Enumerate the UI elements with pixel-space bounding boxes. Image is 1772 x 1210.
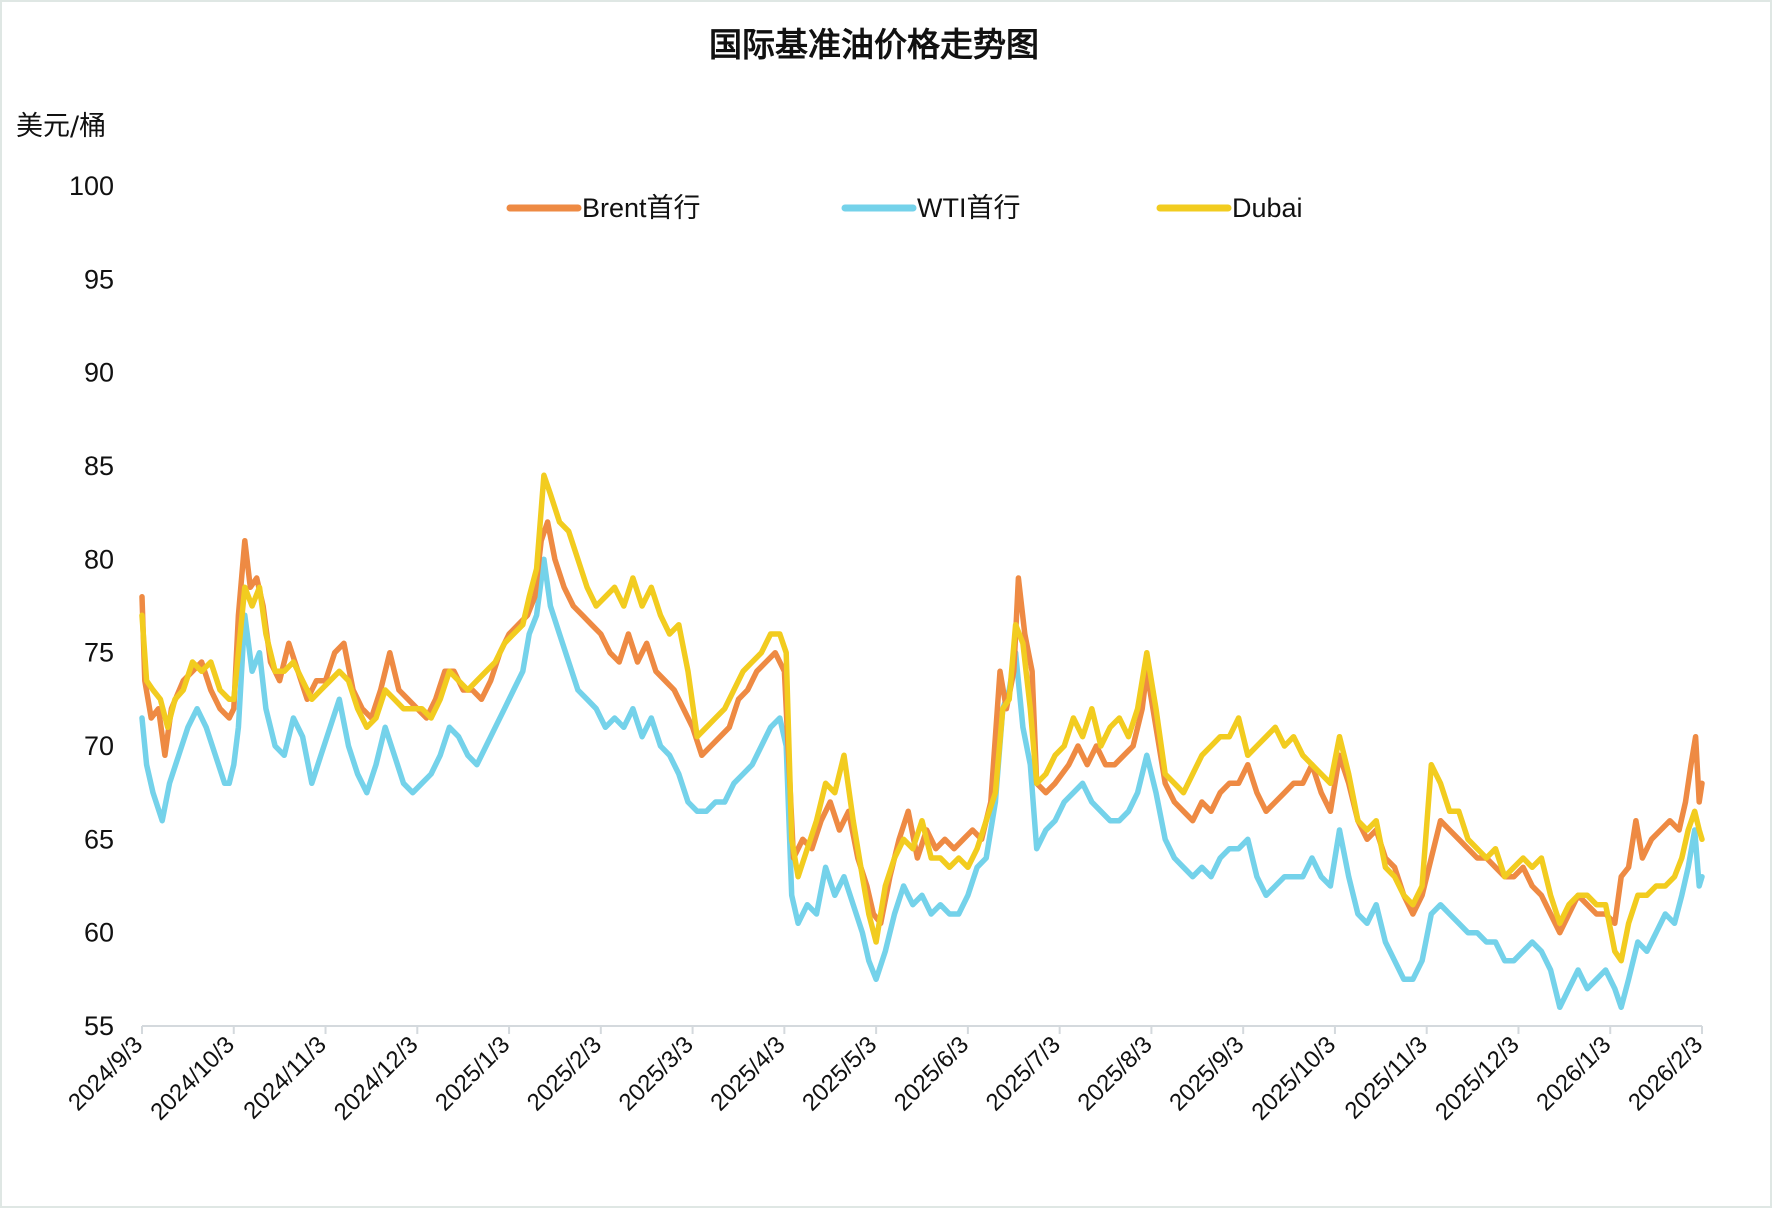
legend-label-1: WTI首行 — [917, 193, 1020, 223]
series-line-0 — [139, 519, 1705, 936]
x-tick-label: 2024/10/3 — [145, 1031, 240, 1126]
y-tick-label: 95 — [84, 264, 114, 294]
legend-label-2: Dubai — [1232, 193, 1303, 223]
y-axis-unit-label: 美元/桶 — [16, 111, 106, 142]
y-tick-label: 90 — [84, 358, 114, 388]
x-tick-label: 2025/3/3 — [614, 1031, 699, 1116]
x-tick-label: 2025/12/3 — [1430, 1031, 1525, 1126]
y-tick-label: 60 — [84, 918, 114, 948]
legend: Brent首行 WTI首行 Dubai — [506, 193, 1303, 223]
x-tick-label: 2025/8/3 — [1073, 1031, 1158, 1116]
x-tick-label: 2025/6/3 — [889, 1031, 974, 1116]
x-tick-label: 2025/10/3 — [1247, 1031, 1342, 1126]
x-tick-label: 2024/11/3 — [238, 1031, 331, 1124]
x-tick-label: 2025/2/3 — [522, 1031, 607, 1116]
legend-label-0: Brent首行 — [582, 193, 701, 223]
y-tick-label: 80 — [84, 544, 114, 574]
x-tick-label: 2025/4/3 — [705, 1031, 790, 1116]
x-tick-label: 2025/11/3 — [1340, 1031, 1433, 1124]
x-tick-label: 2026/2/3 — [1623, 1031, 1708, 1116]
x-tick-label: 2024/12/3 — [329, 1031, 424, 1126]
y-tick-label: 65 — [84, 824, 114, 854]
y-tick-label: 85 — [84, 451, 114, 481]
series-line-1 — [139, 556, 1705, 1011]
x-tick-label: 2025/5/3 — [797, 1031, 882, 1116]
x-tick-label: 2024/9/3 — [63, 1031, 148, 1116]
y-axis-ticks: 55 60 65 70 75 80 85 90 95 100 — [69, 171, 114, 1041]
y-tick-label: 70 — [84, 731, 114, 761]
chart-title: 国际基准油价格走势图 — [709, 25, 1039, 64]
x-tick-label: 2025/9/3 — [1164, 1031, 1249, 1116]
x-tick-label: 2025/1/3 — [430, 1031, 515, 1116]
x-tick-label: 2026/1/3 — [1531, 1031, 1616, 1116]
series-line-2 — [139, 472, 1705, 964]
series-lines — [139, 472, 1705, 1011]
y-tick-label: 100 — [69, 171, 114, 201]
x-tick-label: 2025/7/3 — [981, 1031, 1066, 1116]
y-tick-label: 55 — [84, 1011, 114, 1041]
y-tick-label: 75 — [84, 638, 114, 668]
